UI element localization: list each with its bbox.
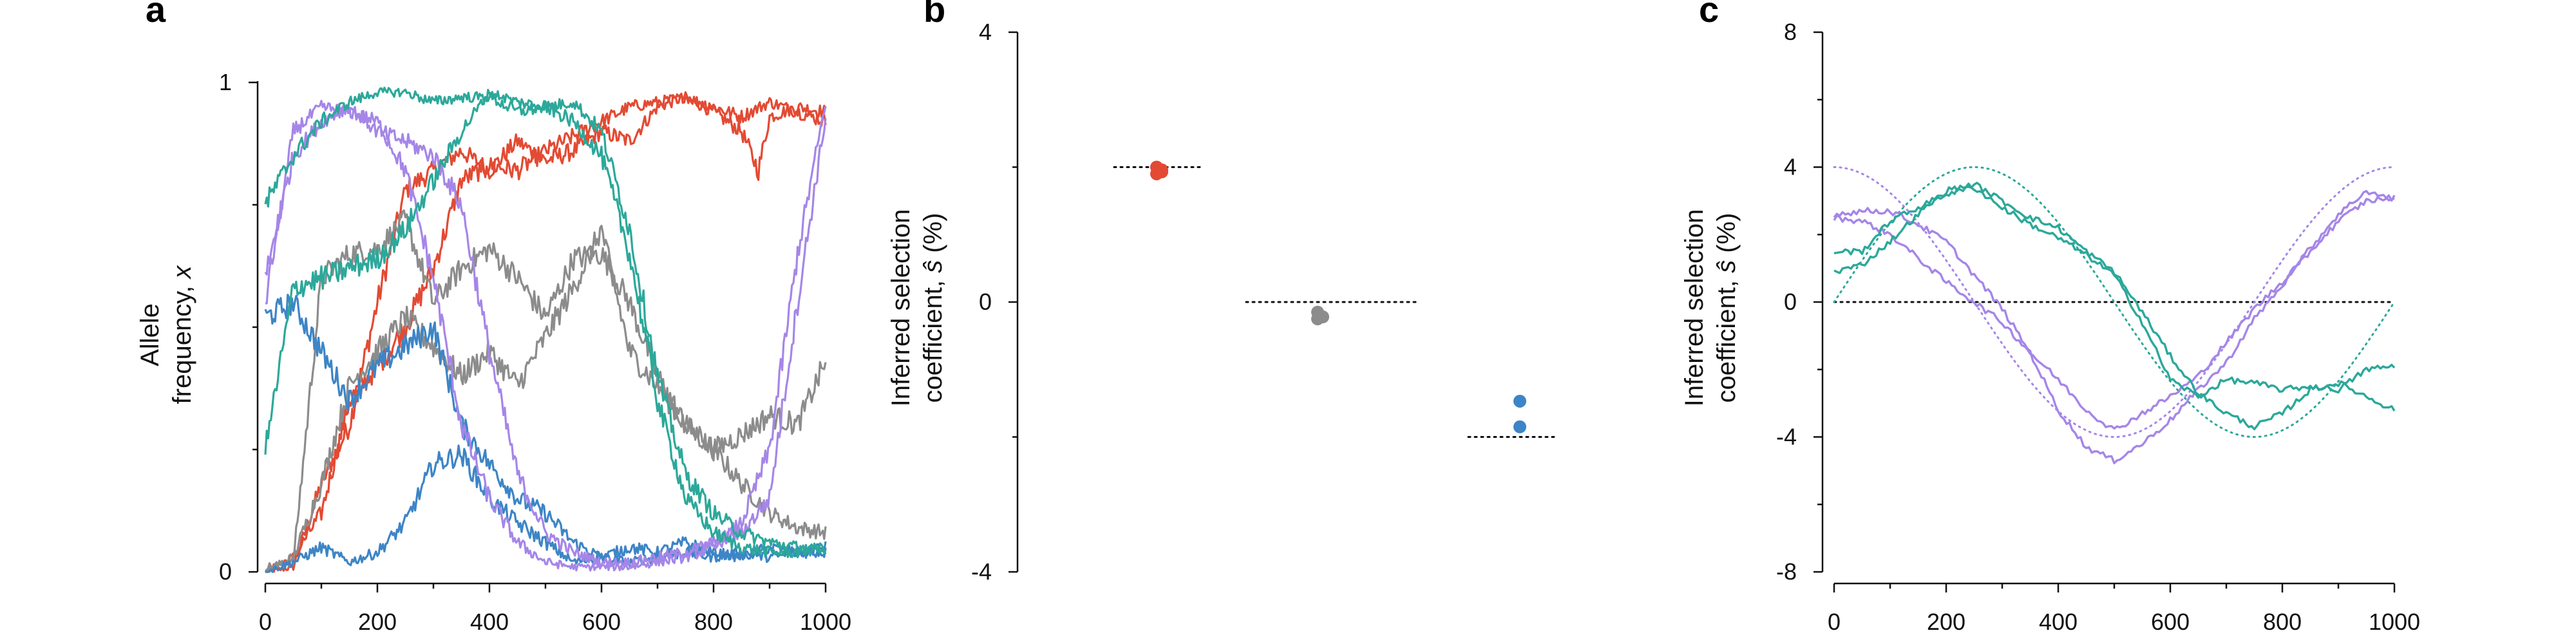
panel-c-x-tick-label: 200 — [1927, 609, 1965, 635]
panel-c-x-tick-label: 0 — [1828, 609, 1841, 635]
panel-b-ylabel-text: coefficient, — [919, 280, 947, 403]
panel-a-trajectory-purple — [264, 105, 827, 567]
panel-b-ylabel-var: ŝ — [919, 260, 947, 273]
panel-b-point-blue — [1513, 420, 1526, 433]
panel-a-y-tick-label: 1 — [219, 69, 232, 95]
panel-b-letter: b — [923, 0, 945, 30]
panel-c-x-tick-label: 800 — [2263, 609, 2302, 635]
panel-c-axes: -8 -4 0 4 8 0 200 400 600 800 1000 — [1776, 19, 2420, 635]
panel-c-x-tick-label: 400 — [2039, 609, 2078, 635]
panel-c-letter: c — [1699, 0, 1719, 30]
panel-b-ylabel-unit: (%) — [919, 213, 947, 253]
panel-a-x-tick-label: 1000 — [800, 609, 851, 635]
panel-a-trajectory-blue — [265, 444, 827, 573]
panel-b-y-tick-label: -4 — [971, 558, 992, 585]
panel-b: b Inferred selection coefficient, ŝ (%) … — [887, 0, 1560, 585]
panel-c-ylabel-unit: (%) — [1712, 213, 1741, 253]
panel-a-trajectory-purple — [265, 100, 827, 572]
panel-b-point-gray — [1311, 312, 1324, 326]
panel-a-x-tick-label: 400 — [470, 609, 509, 635]
panel-a: a Allele frequency, x 0 200 400 600 800 10000… — [136, 0, 851, 635]
panel-c-inferred-purple — [1833, 194, 2396, 464]
panel-b-ylabel-line1: Inferred selection — [887, 209, 915, 407]
panel-a-x-tick-label: 600 — [582, 609, 621, 635]
panel-c-y-tick-label: -8 — [1776, 558, 1797, 585]
panel-c-ylabel-line2: coefficient, ŝ (%) — [1712, 213, 1741, 403]
panel-c-y-tick-label: 4 — [1784, 154, 1797, 180]
panel-a-ylabel-text: frequency, — [168, 286, 196, 404]
panel-c-y-tick-label: 0 — [1784, 289, 1797, 315]
panel-b-marks — [1113, 160, 1560, 438]
panel-a-trajectory-teal — [264, 88, 827, 555]
panel-c-true-curve-purple — [1833, 166, 2396, 439]
panel-b-point-red — [1155, 165, 1168, 178]
panel-a-trajectory-teal — [264, 86, 827, 558]
panel-b-point-blue — [1513, 394, 1526, 408]
panel-c-ylabel-var: ŝ — [1712, 260, 1741, 273]
panel-c: c Inferred selection coefficient, ŝ (%) … — [1680, 0, 2420, 635]
panel-a-ylabel-line1: Allele — [136, 303, 164, 366]
panel-c-inferred-teal — [1833, 185, 2396, 399]
panel-c-true-curve-teal — [1833, 166, 2396, 439]
panel-c-y-tick-label: -4 — [1776, 424, 1797, 450]
panel-c-inferred-purple — [1833, 190, 2395, 430]
panel-c-ylabel-text: coefficient, — [1712, 280, 1741, 403]
panel-a-x-tick-label: 0 — [259, 609, 272, 635]
panel-b-y-tick-label: 0 — [979, 289, 992, 315]
panel-c-x-tick-label: 600 — [2151, 609, 2190, 635]
panel-b-ylabel-line2: coefficient, ŝ (%) — [919, 213, 947, 403]
panel-c-y-tick-label: 8 — [1784, 19, 1797, 45]
panel-c-x-tick-label: 1000 — [2369, 609, 2420, 635]
panel-c-inferred-teal — [1833, 182, 2396, 431]
panel-a-y-tick-label: 0 — [219, 558, 232, 585]
panel-a-trajectory-gray — [265, 209, 827, 572]
panel-a-letter: a — [146, 0, 166, 30]
panel-a-x-tick-label: 200 — [358, 609, 397, 635]
panel-b-y-tick-label: 4 — [979, 19, 992, 45]
panel-c-ylabel-line1: Inferred selection — [1680, 209, 1709, 407]
panel-a-x-tick-label: 800 — [694, 609, 733, 635]
panel-a-ylabel-var: x — [168, 265, 196, 280]
panel-a-ylabel-line2: frequency, x — [168, 265, 196, 404]
panel-c-lines — [1833, 166, 2396, 464]
panel-b-axes: -4 0 4 — [971, 19, 1019, 585]
panel-a-axes: 0 200 400 600 800 1000 0 1 — [219, 69, 851, 635]
panel-a-trajectories — [264, 86, 827, 573]
panel-a-trajectory-red — [265, 92, 827, 573]
